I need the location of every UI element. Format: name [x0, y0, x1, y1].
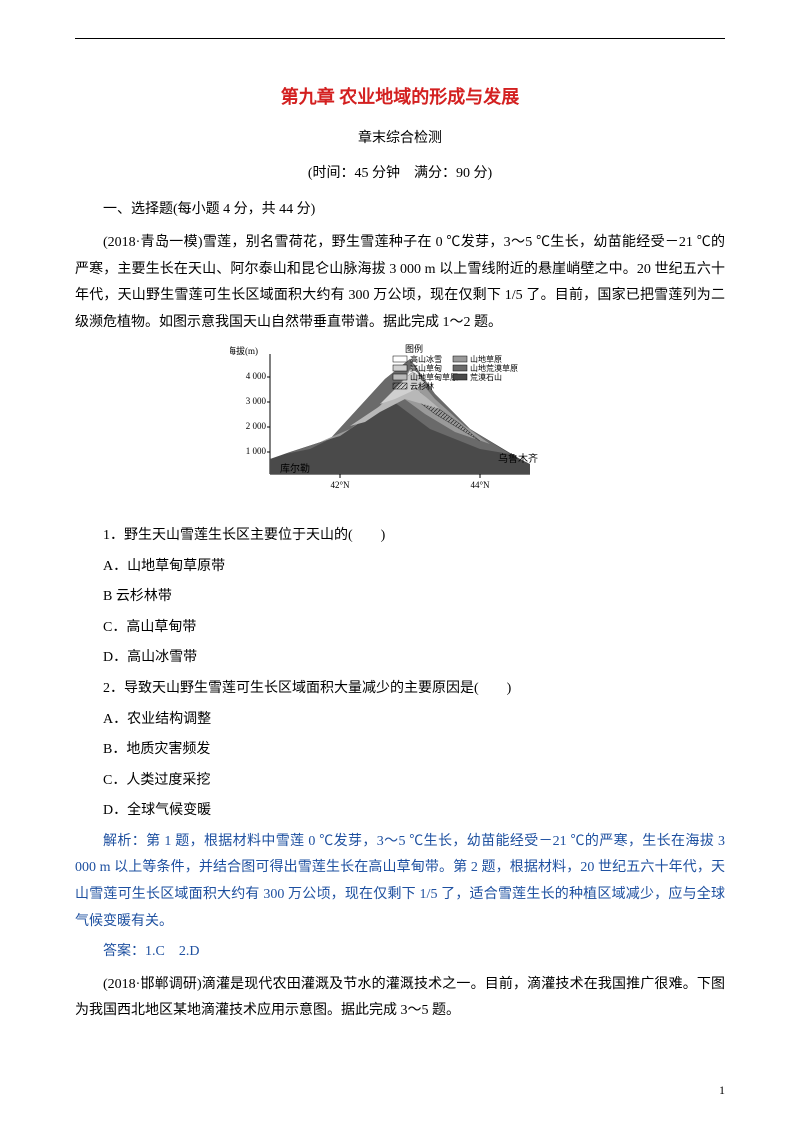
svg-text:图例: 图例	[405, 344, 423, 354]
top-rule-line	[75, 38, 725, 39]
q2-option-c: C．人类过度采挖	[75, 768, 725, 795]
analysis-text: 第 1 题，根据材料中雪莲 0 ℃发芽，3～5 ℃生长，幼苗能经受－21 ℃的严…	[75, 834, 725, 929]
svg-text:44°N: 44°N	[470, 480, 490, 490]
section-heading: 一、选择题(每小题 4 分，共 44 分)	[75, 197, 725, 224]
analysis-label: 解析：	[103, 834, 146, 849]
answer-block: 答案：1.C 2.D	[75, 939, 725, 966]
svg-text:42°N: 42°N	[330, 480, 350, 490]
svg-text:海拔(m): 海拔(m)	[230, 345, 258, 356]
svg-text:山地草原: 山地草原	[470, 354, 502, 364]
mountain-diagram: 海拔(m) 1 000 2 000 3 000 4 000 42°N 44°N	[230, 344, 570, 504]
svg-text:云杉林: 云杉林	[410, 381, 434, 391]
q2-stem: 2．导致天山野生雪莲可生长区域面积大量减少的主要原因是( )	[75, 676, 725, 703]
intro-paragraph-1: (2018·青岛一模)雪莲，别名雪荷花，野生雪莲种子在 0 ℃发芽，3～5 ℃生…	[75, 230, 725, 336]
analysis-block: 解析：第 1 题，根据材料中雪莲 0 ℃发芽，3～5 ℃生长，幼苗能经受－21 …	[75, 829, 725, 935]
page-number: 1	[719, 1079, 725, 1102]
svg-text:乌鲁木齐: 乌鲁木齐	[498, 452, 538, 465]
q1-option-d: D．高山冰雪带	[75, 645, 725, 672]
q1-stem: 1．野生天山雪莲生长区主要位于天山的( )	[75, 523, 725, 550]
q1-option-c: C．高山草甸带	[75, 615, 725, 642]
svg-text:山地荒漠草原: 山地荒漠草原	[470, 363, 518, 373]
svg-text:4 000: 4 000	[246, 371, 267, 381]
altitude-zone-svg: 海拔(m) 1 000 2 000 3 000 4 000 42°N 44°N	[230, 344, 570, 504]
svg-text:山地草甸草原: 山地草甸草原	[410, 372, 458, 382]
chapter-title: 第九章 农业地域的形成与发展	[75, 80, 725, 114]
svg-text:荒漠石山: 荒漠石山	[470, 372, 502, 382]
svg-text:高山冰雪: 高山冰雪	[410, 354, 442, 364]
q1-option-b: B 云杉林带	[75, 584, 725, 611]
q2-option-d: D．全球气候变暖	[75, 798, 725, 825]
svg-text:高山草甸: 高山草甸	[410, 363, 442, 373]
exam-info: (时间：45 分钟 满分：90 分)	[75, 161, 725, 188]
diagram-container: 海拔(m) 1 000 2 000 3 000 4 000 42°N 44°N	[75, 344, 725, 515]
q2-option-a: A．农业结构调整	[75, 707, 725, 734]
svg-text:1 000: 1 000	[246, 446, 267, 456]
svg-text:2 000: 2 000	[246, 421, 267, 431]
intro-paragraph-2: (2018·邯郸调研)滴灌是现代农田灌溉及节水的灌溉技术之一。目前，滴灌技术在我…	[75, 972, 725, 1025]
answer-text: 1.C 2.D	[145, 944, 199, 959]
svg-text:3 000: 3 000	[246, 396, 267, 406]
q1-option-a: A．山地草甸草原带	[75, 554, 725, 581]
subtitle: 章末综合检测	[75, 126, 725, 153]
answer-label: 答案：	[103, 944, 145, 959]
q2-option-b: B．地质灾害频发	[75, 737, 725, 764]
svg-text:库尔勒: 库尔勒	[280, 462, 310, 475]
